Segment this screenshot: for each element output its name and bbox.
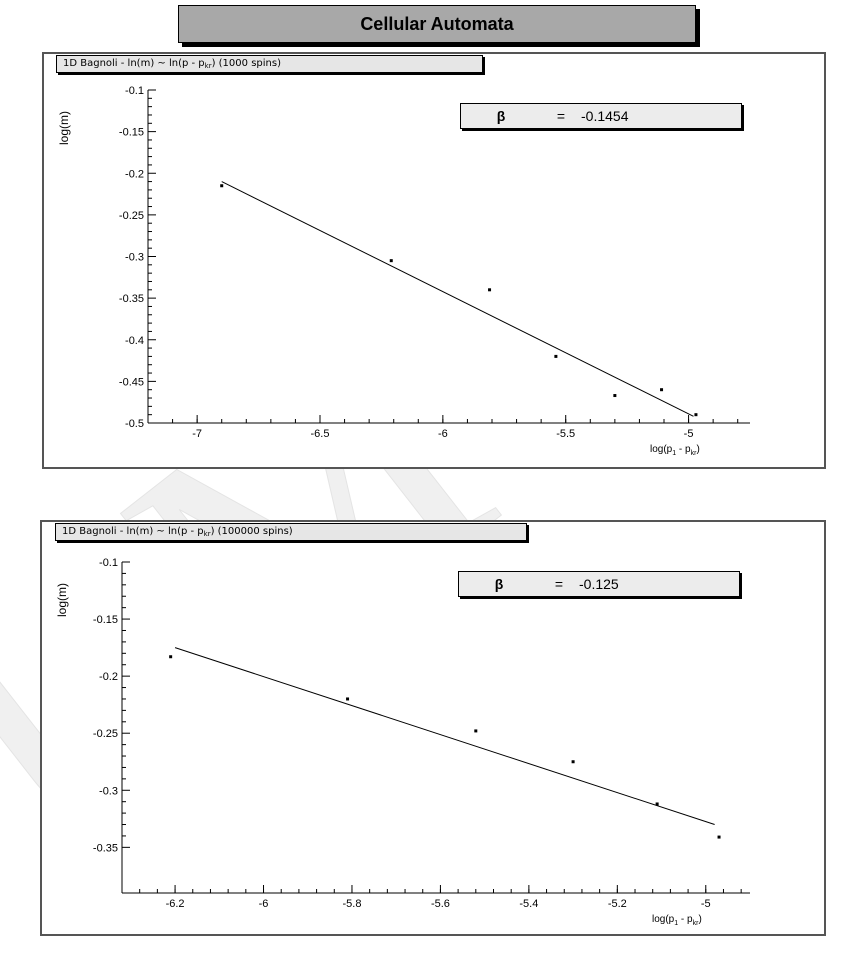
chart-2-x-axis-label-part: 1 bbox=[674, 920, 678, 927]
chart-2-x-axis-label-part: ) bbox=[698, 914, 701, 925]
chart-2-fit-box: β = -0.125 bbox=[458, 571, 740, 597]
chart-2-data-point bbox=[346, 697, 350, 701]
chart-2-y-tick-label: -0.25 bbox=[93, 728, 118, 740]
chart-1-beta-symbol: β bbox=[496, 108, 506, 124]
chart-2-y-tick-label: -0.35 bbox=[93, 842, 118, 854]
chart-2-title-prefix: 1D Bagnoli - ln(m) ~ ln(p - p bbox=[62, 526, 204, 537]
chart-1-data-point bbox=[554, 354, 558, 358]
chart-1-x-axis-label-part: kr bbox=[691, 450, 698, 457]
chart-1-y-tick-label: -0.25 bbox=[119, 210, 144, 222]
chart-1-x-axis-label-part: - p bbox=[676, 444, 691, 455]
chart-1-title-prefix: 1D Bagnoli - ln(m) ~ ln(p - p bbox=[63, 58, 205, 69]
chart-2-fit-equals: = bbox=[554, 576, 564, 592]
chart-1-data-point bbox=[389, 259, 393, 263]
chart-1-x-tick-label: -6 bbox=[438, 428, 448, 440]
chart-1-y-tick-label: -0.2 bbox=[125, 168, 144, 180]
chart-1-y-tick-label: -0.5 bbox=[125, 418, 144, 430]
chart-2-x-tick-label: -5.6 bbox=[431, 898, 450, 910]
chart-2-x-tick-label: -5.2 bbox=[608, 898, 627, 910]
chart-1-y-tick-label: -0.1 bbox=[125, 85, 144, 97]
chart-1-title: 1D Bagnoli - ln(m) ~ ln(p - pkr) (1000 s… bbox=[56, 55, 483, 73]
chart-2-data-point bbox=[717, 835, 721, 839]
chart-1-title-sub: kr bbox=[204, 62, 212, 70]
chart-1-data-point bbox=[488, 288, 492, 292]
chart-2-x-tick-label: -5.4 bbox=[519, 898, 538, 910]
chart-1-y-tick-label: -0.35 bbox=[119, 293, 144, 305]
chart-1-data-point bbox=[613, 394, 617, 398]
chart-2-y-tick-label: -0.2 bbox=[99, 671, 118, 683]
chart-2-y-axis-label: log(m) bbox=[55, 583, 69, 617]
chart-1-x-tick-label: -7 bbox=[192, 428, 202, 440]
chart-2-title-sub: kr bbox=[203, 530, 211, 538]
chart-1-data-point bbox=[220, 184, 224, 188]
chart-1-fit-equals: = bbox=[556, 108, 566, 124]
chart-2-title-suffix: ) (100000 spins) bbox=[210, 526, 293, 537]
chart-2-x-axis-label-part: kr bbox=[693, 920, 700, 927]
chart-2-y-tick-label: -0.3 bbox=[99, 785, 118, 797]
chart-2-x-axis-label: log(p1 - pkr) bbox=[652, 914, 702, 927]
chart-1-data-point bbox=[694, 413, 698, 417]
chart-1-data-point bbox=[660, 388, 664, 392]
chart-2-fit-line bbox=[174, 647, 715, 825]
chart-1-x-axis-label: log(p1 - pkr) bbox=[650, 444, 700, 457]
chart-1-x-axis-label-part: 1 bbox=[672, 450, 676, 457]
chart-1-fit-value: -0.1454 bbox=[581, 108, 629, 124]
chart-2-x-tick-label: -6.2 bbox=[166, 898, 185, 910]
chart-2-data-point bbox=[474, 729, 478, 733]
chart-1-x-tick-label: -6.5 bbox=[311, 428, 330, 440]
chart-1-x-axis-label-part: log(p bbox=[650, 444, 673, 455]
chart-2-y-tick-label: -0.15 bbox=[93, 614, 118, 626]
page-title-text: Cellular Automata bbox=[360, 13, 514, 34]
chart-1-fit-line bbox=[221, 181, 694, 417]
chart-1-y-axis-label: log(m) bbox=[57, 111, 71, 145]
chart-2-y-tick-label: -0.1 bbox=[99, 557, 118, 569]
chart-1-y-tick-label: -0.4 bbox=[125, 335, 144, 347]
chart-2-x-axis-label-part: - p bbox=[678, 914, 693, 925]
chart-1-x-tick-label: -5 bbox=[684, 428, 694, 440]
chart-1-x-axis-label-part: ) bbox=[696, 444, 699, 455]
chart-1-fit-box: β = -0.1454 bbox=[460, 103, 742, 129]
page-title: Cellular Automata bbox=[178, 5, 696, 43]
chart-1-x-tick-label: -5.5 bbox=[556, 428, 575, 440]
chart-2-beta-symbol: β bbox=[494, 576, 504, 592]
chart-2-x-axis-label-part: log(p bbox=[652, 914, 675, 925]
chart-2-title: 1D Bagnoli - ln(m) ~ ln(p - pkr) (100000… bbox=[55, 523, 527, 541]
chart-2-data-point bbox=[571, 760, 575, 764]
chart-1-title-suffix: ) (1000 spins) bbox=[211, 58, 281, 69]
chart-2-data-point bbox=[655, 802, 659, 806]
chart-1-y-tick-label: -0.15 bbox=[119, 127, 144, 139]
chart-1-y-tick-label: -0.3 bbox=[125, 252, 144, 264]
chart-2-x-tick-label: -5.8 bbox=[342, 898, 361, 910]
chart-2-x-tick-label: -6 bbox=[259, 898, 269, 910]
chart-2-x-tick-label: -5 bbox=[701, 898, 711, 910]
chart-1-y-tick-label: -0.45 bbox=[119, 376, 144, 388]
chart-2-data-point bbox=[169, 655, 173, 659]
chart-2-fit-value: -0.125 bbox=[579, 576, 619, 592]
